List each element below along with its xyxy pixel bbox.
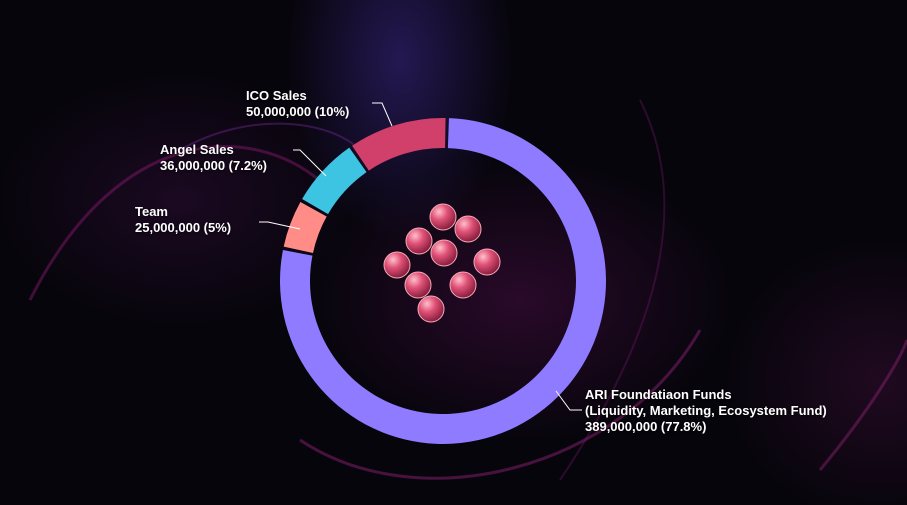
donut-slice-team [283,202,327,253]
ari-logo-icon [383,203,501,323]
label-foundation-value: 389,000,000 (77.8%) [585,419,707,434]
leader-line-team [259,221,301,230]
label-ico-value: 50,000,000 (10%) [246,104,350,119]
label-foundation: ARI Foundatiaon Funds (Liquidity, Market… [585,387,827,435]
label-foundation-name: ARI Foundatiaon Funds [585,387,732,402]
leader-lines [259,102,582,411]
label-ico-name: ICO Sales [246,88,307,103]
leader-line-foundation [555,390,582,411]
donut-slices [280,118,606,445]
label-foundation-detail: (Liquidity, Marketing, Ecosystem Fund) [585,403,827,418]
label-angel-name: Angel Sales [160,142,234,157]
label-team: Team 25,000,000 (5%) [135,204,231,236]
donut-slice-ico-sales [352,118,446,171]
label-ico-sales: ICO Sales 50,000,000 (10%) [246,88,349,120]
label-angel-sales: Angel Sales 36,000,000 (7.2%) [160,142,267,174]
donut-slice-angel-sales [302,147,367,215]
leader-line-angel [293,149,327,177]
label-team-value: 25,000,000 (5%) [135,220,232,235]
label-angel-value: 36,000,000 (7.2%) [160,158,267,173]
label-team-name: Team [135,204,168,219]
leader-line-ico [372,102,393,127]
